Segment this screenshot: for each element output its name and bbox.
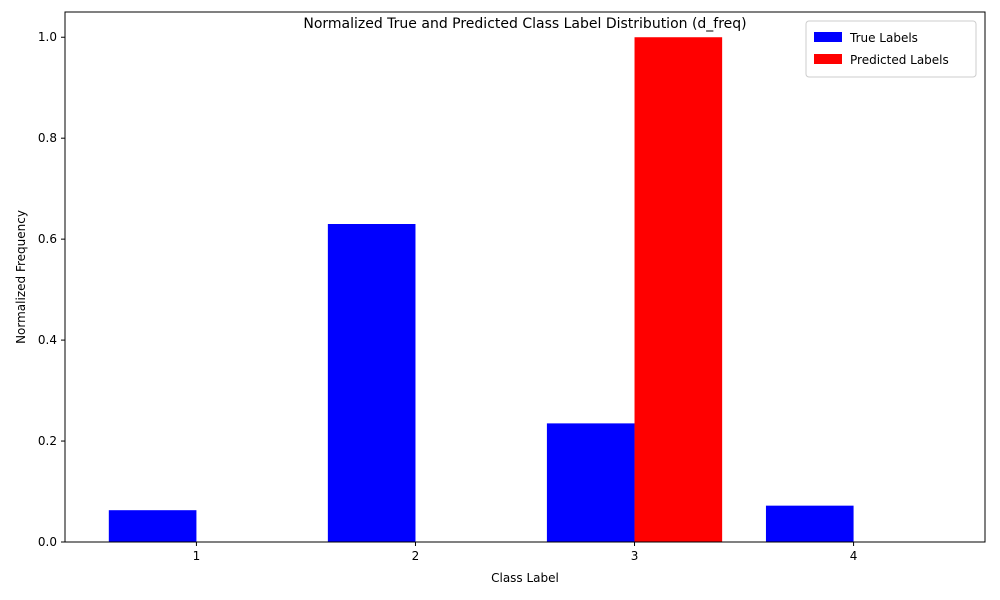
bar-true-labels-1	[108, 510, 197, 542]
legend-box	[805, 20, 977, 78]
bar-true-labels-4	[765, 505, 854, 542]
ticks-group: 1 2 3 4 0.0 0.2 0.4 0.6 0.8 1.0	[38, 30, 857, 563]
legend-label: Predicted Labels	[850, 53, 949, 67]
x-tick-label: 1	[193, 549, 201, 563]
legend-label: True Labels	[849, 31, 918, 45]
y-tick-label: 0.2	[38, 434, 57, 448]
chart-title: Normalized True and Predicted Class Labe…	[303, 16, 746, 32]
y-tick-label: 0.4	[38, 333, 57, 347]
bars-group	[108, 37, 854, 542]
x-axis-label: Class Label	[491, 571, 559, 585]
y-tick-label: 1.0	[38, 30, 57, 44]
x-tick-label: 4	[850, 549, 858, 563]
bar-true-labels-2	[327, 224, 416, 542]
x-tick-label: 3	[631, 549, 639, 563]
bar-true-labels-3	[546, 423, 635, 542]
legend: True Labels Predicted Labels	[805, 20, 977, 78]
y-axis-label: Normalized Frequency	[14, 210, 28, 344]
legend-swatch	[814, 54, 842, 64]
y-tick-label: 0.8	[38, 131, 57, 145]
bar-predicted-labels-3	[634, 37, 723, 542]
y-tick-label: 0.0	[38, 535, 57, 549]
x-tick-label: 2	[412, 549, 420, 563]
legend-swatch	[814, 32, 842, 42]
y-tick-label: 0.6	[38, 232, 57, 246]
plot-area-frame	[64, 11, 986, 543]
